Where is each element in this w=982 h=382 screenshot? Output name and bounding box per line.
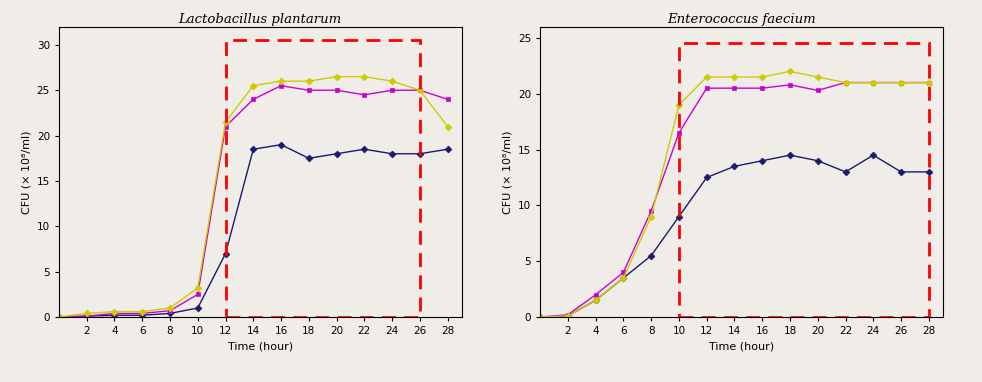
Y-axis label: CFU (× 10⁸/ml): CFU (× 10⁸/ml): [502, 130, 513, 214]
X-axis label: Time (hour): Time (hour): [228, 342, 293, 352]
Bar: [679, 44, 929, 317]
Title: Lactobacillus plantarum: Lactobacillus plantarum: [179, 13, 342, 26]
Bar: [226, 40, 420, 317]
X-axis label: Time (hour): Time (hour): [709, 342, 774, 352]
Title: Enterococcus faecium: Enterococcus faecium: [667, 13, 816, 26]
Y-axis label: CFU (× 10⁸/ml): CFU (× 10⁸/ml): [21, 130, 31, 214]
